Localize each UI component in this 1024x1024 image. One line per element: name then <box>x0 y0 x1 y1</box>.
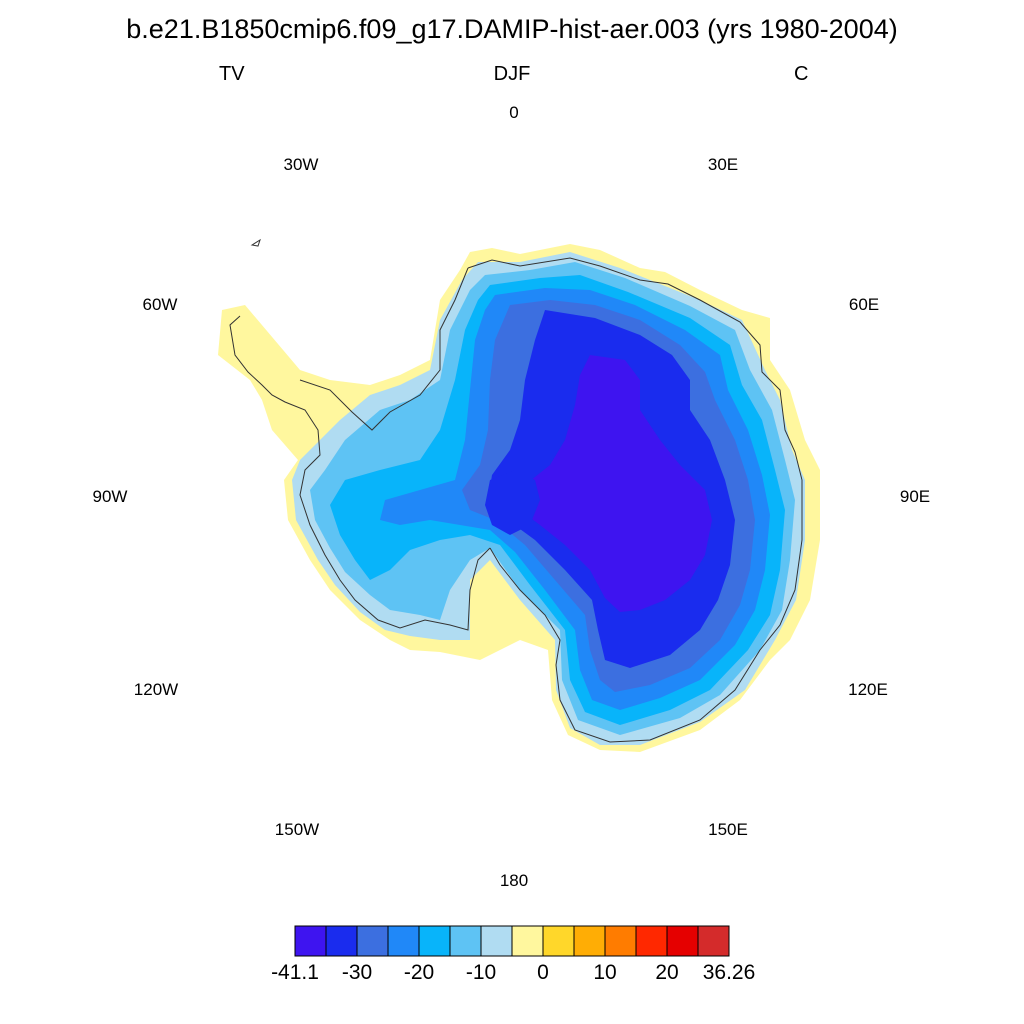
antarctica-field <box>218 244 820 752</box>
lon-label-90e: 90E <box>899 487 931 506</box>
colorbar-box-7 <box>511 925 544 957</box>
colorbar-box-11 <box>635 925 668 957</box>
plot-title: b.e21.B1850cmip6.f09_g17.DAMIP-hist-aer.… <box>126 14 898 44</box>
colorbar-box-5 <box>449 925 482 957</box>
colorbar-box-0 <box>294 925 327 957</box>
lon-label-90w: 90W <box>92 487 128 506</box>
lon-label-180: 180 <box>499 871 529 890</box>
colorbar-box-3 <box>387 925 420 957</box>
colorbar-label-max: 36.26 <box>702 961 756 984</box>
field-plateau-interior <box>520 355 712 612</box>
lon-label-60w: 60W <box>142 295 178 314</box>
colorbar-label-minus20: -20 <box>403 961 435 984</box>
lon-label-120e: 120E <box>848 680 888 699</box>
lon-label-30e: 30E <box>707 155 739 174</box>
colorbar-box-1 <box>325 925 358 957</box>
lon-label-0: 0 <box>509 103 519 122</box>
colorbar-label-10: 10 <box>593 961 617 984</box>
coastline-island <box>250 238 261 247</box>
lon-label-120w: 120W <box>133 680 179 699</box>
season-label: DJF <box>493 63 531 85</box>
colorbar-box-6 <box>480 925 513 957</box>
colorbar-label-minus30: -30 <box>341 961 373 984</box>
lon-label-30w: 30W <box>283 155 319 174</box>
colorbar-box-4 <box>418 925 451 957</box>
field-pole-region <box>485 470 540 535</box>
colorbar-box-12 <box>666 925 699 957</box>
colorbar-box-2 <box>356 925 389 957</box>
colorbar-box-10 <box>604 925 637 957</box>
colorbar-label-0: 0 <box>537 961 549 984</box>
lon-label-150w: 150W <box>274 820 320 839</box>
colorbar-box-9 <box>573 925 606 957</box>
colorbar-boxes <box>294 925 730 957</box>
lon-label-150e: 150E <box>708 820 748 839</box>
colorbar-label-minus10: -10 <box>465 961 497 984</box>
colorbar-box-8 <box>542 925 575 957</box>
coastline-west <box>229 315 491 631</box>
colorbar-box-13 <box>697 925 730 957</box>
coastline <box>229 238 803 743</box>
variable-label: TV <box>219 63 245 85</box>
colorbar-label-20: 20 <box>655 961 679 984</box>
coastline-east <box>467 257 803 743</box>
coastline-peninsula <box>299 267 469 431</box>
lon-label-60e: 60E <box>848 295 880 314</box>
colorbar-label-min: -41.1 <box>271 961 319 984</box>
units-label: C <box>794 63 809 85</box>
